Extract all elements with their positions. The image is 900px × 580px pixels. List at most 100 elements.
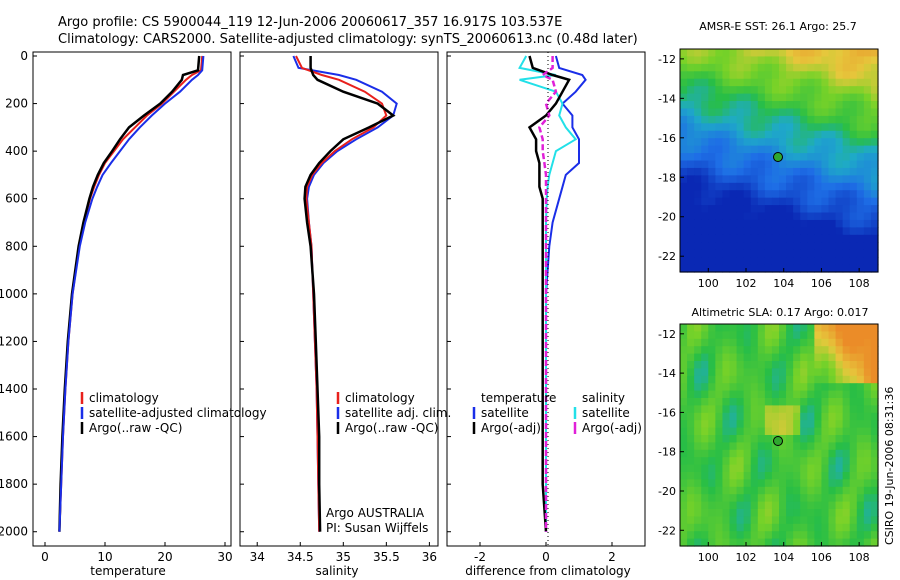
- sst-cell: [743, 123, 752, 132]
- sla-cell: [786, 479, 794, 488]
- sst-cell: [701, 234, 709, 243]
- sst-cell: [722, 190, 731, 199]
- sst-cell: [743, 197, 752, 206]
- sla-cell: [793, 464, 801, 473]
- sst-cell: [687, 123, 695, 132]
- sst-cell: [849, 242, 858, 251]
- sst-cell: [821, 138, 830, 147]
- sla-cell: [708, 479, 716, 488]
- sla-cell: [694, 494, 702, 503]
- sla-lat-label: -16: [658, 406, 676, 419]
- sst-cell: [807, 264, 815, 273]
- sst-cell: [750, 63, 759, 72]
- sla-cell: [849, 338, 858, 347]
- sla-cell: [856, 353, 865, 362]
- sla-cell: [779, 324, 787, 332]
- sst-cell: [736, 71, 745, 80]
- sla-cell: [764, 331, 773, 340]
- sst-cell: [856, 71, 865, 80]
- sst-cell: [807, 234, 815, 243]
- sla-cell: [708, 324, 716, 332]
- sla-cell: [736, 479, 745, 488]
- sla-cell: [849, 368, 858, 377]
- sla-cell: [729, 449, 738, 458]
- sla-cell: [764, 538, 773, 547]
- sst-cell: [793, 153, 801, 162]
- sst-cell: [828, 182, 837, 191]
- sst-cell: [729, 71, 738, 80]
- sst-cell: [729, 182, 738, 191]
- sla-cell: [779, 457, 787, 466]
- sst-cell: [779, 49, 787, 58]
- sst-cell: [793, 219, 801, 228]
- sla-cell: [870, 420, 879, 429]
- sst-cell: [786, 264, 794, 273]
- sst-cell: [856, 227, 865, 236]
- sst-cell: [736, 242, 745, 251]
- sst-cell: [793, 108, 801, 117]
- sla-cell: [701, 324, 709, 332]
- sla-cell: [779, 494, 787, 503]
- sst-cell: [771, 212, 780, 221]
- sla-cell: [680, 420, 688, 429]
- sst-cell: [814, 160, 823, 169]
- sla-cell: [870, 435, 879, 443]
- sla-cell: [856, 538, 865, 547]
- sst-cell: [729, 86, 738, 95]
- sla-cell: [771, 398, 780, 406]
- sst-cell: [736, 197, 745, 206]
- sla-cell: [821, 486, 830, 495]
- sst-cell: [722, 123, 731, 132]
- sst-cell: [779, 63, 787, 72]
- sst-cell: [835, 123, 844, 132]
- sla-cell: [687, 412, 695, 421]
- sla-cell: [842, 501, 851, 510]
- sla-cell: [828, 398, 837, 406]
- sst-cell: [701, 145, 709, 154]
- sla-cell: [743, 501, 752, 510]
- sst-cell: [722, 205, 731, 214]
- sla-cell: [701, 338, 709, 347]
- sla-cell: [771, 375, 780, 384]
- sla-cell: [842, 338, 851, 347]
- sla-cell: [779, 531, 787, 540]
- sst-cell: [786, 249, 794, 258]
- sst-cell: [821, 249, 830, 258]
- sla-cell: [800, 427, 808, 436]
- sla-cell: [750, 405, 759, 414]
- sla-cell: [687, 538, 695, 547]
- sst-cell: [856, 78, 865, 87]
- sla-cell: [849, 412, 858, 421]
- sst-cell: [743, 71, 752, 80]
- sla-cell: [757, 479, 766, 488]
- sla-cell: [800, 494, 808, 503]
- sla-cell: [807, 442, 815, 451]
- sst-cell: [786, 49, 794, 58]
- sla-cell: [786, 501, 794, 510]
- sst-cell: [870, 227, 879, 236]
- sst-cell: [786, 123, 794, 132]
- sst-cell: [856, 138, 865, 147]
- salinity-xlabel: salinity: [315, 564, 358, 578]
- sla-cell: [842, 390, 851, 399]
- sst-cell: [863, 86, 872, 95]
- sst-cell: [800, 123, 808, 132]
- sst-cell: [694, 205, 702, 214]
- sst-cell: [764, 175, 773, 184]
- sst-cell: [800, 101, 808, 110]
- sst-cell: [680, 71, 688, 80]
- sst-cell: [779, 212, 787, 221]
- sst-cell: [835, 242, 844, 251]
- sst-cell: [863, 56, 872, 65]
- sst-cell: [771, 190, 780, 199]
- sst-cell: [807, 205, 815, 214]
- sst-cell: [863, 182, 872, 191]
- sst-cell: [715, 167, 724, 176]
- sst-cell: [849, 123, 858, 132]
- sla-cell: [757, 346, 766, 355]
- sla-cell: [736, 449, 745, 458]
- sst-cell: [687, 242, 695, 251]
- sst-cell: [835, 130, 844, 139]
- sla-cell: [694, 405, 702, 414]
- sla-cell: [821, 523, 830, 532]
